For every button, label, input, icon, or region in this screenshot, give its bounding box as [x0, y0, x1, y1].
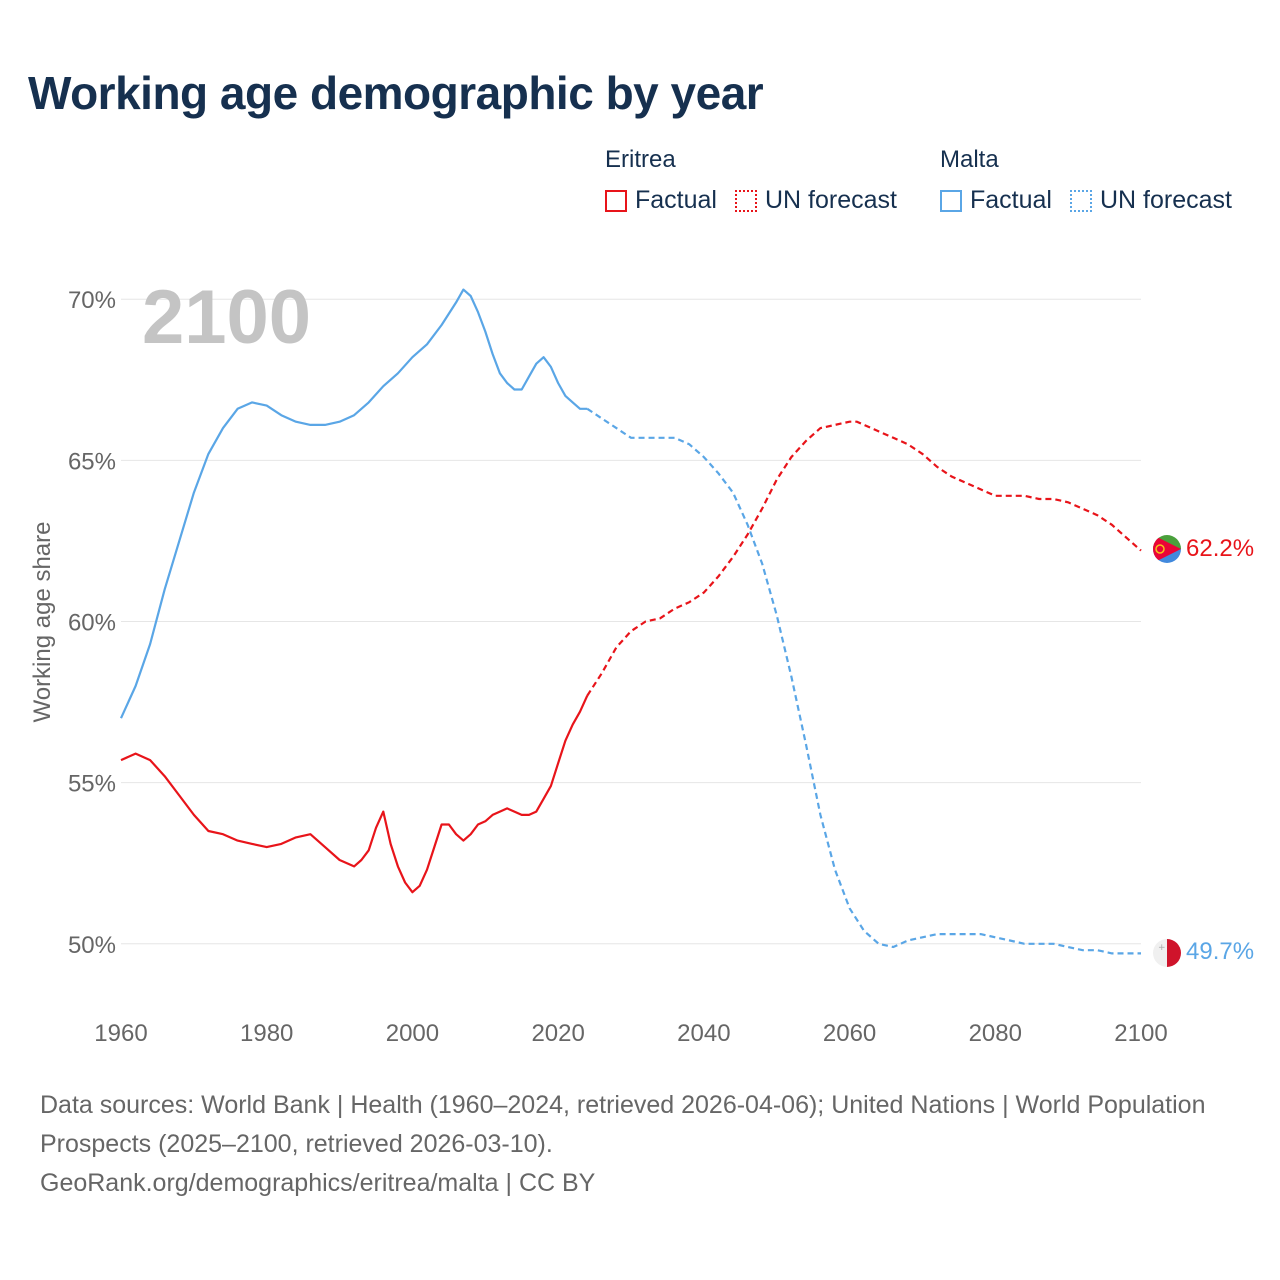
legend-group-title: Eritrea [605, 146, 676, 173]
svg-text:+: + [1158, 943, 1166, 953]
y-tick-label: 70% [68, 287, 116, 314]
x-tick-label: 2040 [677, 1020, 730, 1047]
legend-group-title: Malta [940, 146, 999, 173]
legend-swatch-solid [605, 189, 627, 212]
legend-label: UN forecast [1099, 186, 1232, 214]
legend-swatch-dotted [734, 189, 757, 212]
end-value-label-malta: 49.7% [1186, 938, 1254, 965]
legend-item-malta-factual[interactable]: Factual [940, 186, 1052, 215]
eritrea-factual-line [120, 695, 589, 894]
data-sources-text: Data sources: World Bank | Health (1960–… [40, 1091, 1206, 1158]
malta-factual-line [119, 288, 588, 719]
legend-group-eritrea: Eritrea Factual UN forecast [605, 146, 915, 215]
grid-layer: 50% 55% 60% 65% 70% 1960 1980 2000 2020 2040 2060 2… [68, 287, 1168, 1047]
y-tick-label: 50% [68, 932, 116, 959]
y-axis-title: Working age share [29, 522, 56, 723]
malta-flag-icon: + [1153, 939, 1181, 967]
eritrea-flag-icon [1153, 535, 1181, 563]
line-chart: 50% 55% 60% 65% 70% 1960 1980 2000 2020 2040 2060 2… [29, 275, 1254, 1047]
legend-item-eritrea-forecast[interactable]: UN forecast [734, 186, 897, 215]
legend-label: Factual [635, 186, 717, 214]
x-tick-label: 2020 [531, 1020, 584, 1047]
y-tick-label: 55% [68, 771, 116, 798]
end-value-label-eritrea: 62.2% [1186, 535, 1254, 562]
footer: Data sources: World Bank | Health (1960–… [40, 1086, 1220, 1203]
x-tick-label: 2080 [969, 1020, 1022, 1047]
eritrea-forecast-line [586, 420, 1142, 697]
x-tick-label: 1980 [240, 1020, 293, 1047]
legend-label: Factual [970, 186, 1052, 214]
legend-group-malta: Malta Factual UN forecast [940, 146, 1250, 215]
x-tick-label: 2000 [386, 1020, 439, 1047]
chart-title: Working age demographic by year [28, 67, 764, 119]
legend-swatch-solid [940, 189, 962, 212]
y-tick-label: 65% [68, 448, 116, 475]
credit-link[interactable]: GeoRank.org/demographics/eritrea/malta |… [40, 1169, 596, 1197]
malta-forecast-line [586, 407, 1141, 955]
legend-item-eritrea-factual[interactable]: Factual [605, 186, 717, 215]
legend-label: UN forecast [764, 186, 897, 214]
series-layer [119, 288, 1142, 955]
x-tick-label: 2060 [823, 1020, 876, 1047]
x-tick-label: 1960 [94, 1020, 147, 1047]
x-tick-label: 2100 [1114, 1020, 1167, 1047]
y-tick-label: 60% [68, 610, 116, 637]
legend-swatch-dotted [1069, 189, 1092, 212]
legend-item-malta-forecast[interactable]: UN forecast [1069, 186, 1232, 215]
current-year-label: 2100 [142, 275, 311, 360]
